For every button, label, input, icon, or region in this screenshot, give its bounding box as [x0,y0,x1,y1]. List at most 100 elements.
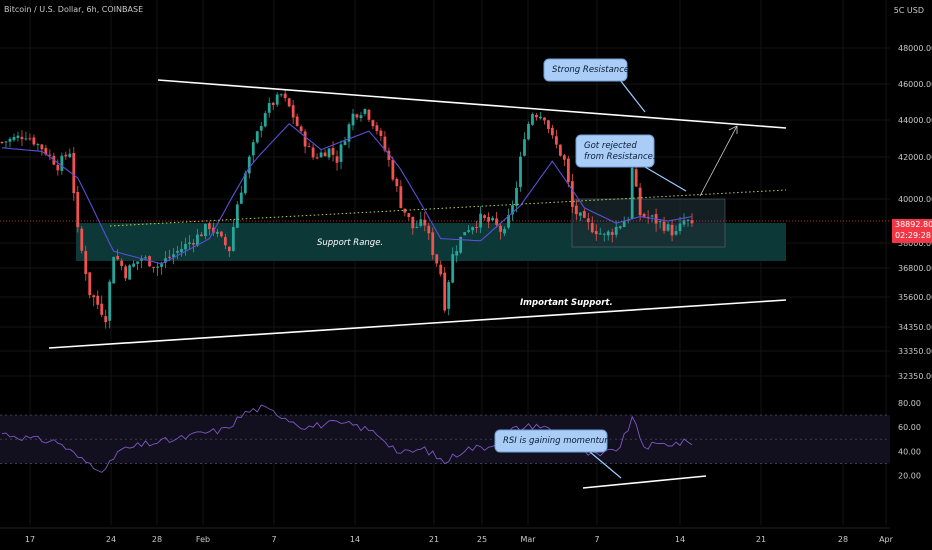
candle [403,208,407,217]
candle [0,141,4,145]
sma-line [1,122,693,265]
candle [367,108,371,123]
candle [184,237,187,256]
candle [259,121,263,138]
candle [515,181,518,213]
candle [32,134,36,147]
rsi-tick-label: 20.00 [898,472,921,481]
candle [307,142,311,148]
candle [551,124,554,139]
time-tick-label: 7 [271,535,276,544]
candle [188,235,191,250]
candle [439,260,443,277]
candle [566,155,570,188]
candle [92,294,96,307]
candle [12,133,16,142]
candle [4,140,8,149]
candle [455,245,459,263]
candle [295,113,299,127]
candle [670,219,674,242]
candle [574,199,578,221]
candle [28,133,32,141]
candle [299,124,303,133]
candle [315,153,319,160]
candle [558,144,562,157]
candle [319,149,323,158]
candle [339,140,343,170]
candle [483,214,487,221]
price-tick-label: 32350.00 [898,372,932,381]
price-tick-label: 42000.00 [898,153,932,162]
candle [379,128,383,142]
svg-text:Got rejected: Got rejected [584,141,637,151]
candle [16,131,20,142]
time-tick-label: 21 [429,535,439,544]
candle [267,97,271,118]
svg-text:RSI is gaining momentum.: RSI is gaining momentum. [503,436,615,446]
candle [100,295,104,318]
candle [499,223,502,240]
time-tick-label: 21 [756,535,766,544]
callout-rsi: RSI is gaining momentum. [494,429,622,479]
candle [355,113,359,120]
candle [283,90,287,102]
candle [108,279,112,329]
candle [96,290,100,310]
candle [68,148,72,159]
currency-label: 5C USD [893,6,924,15]
rsi-panel [0,414,890,464]
time-tick-label: Mar [520,535,536,544]
candle [562,153,566,166]
candle [176,245,179,260]
candle [395,177,399,192]
time-tick-label: Feb [196,535,210,544]
candle [610,228,614,243]
candle [323,149,327,157]
candle [215,229,219,238]
price-tick-label: 36800.00 [898,264,932,273]
candle [598,227,602,235]
candle [112,256,116,284]
candle [578,211,582,222]
rsi-tick-label: 80.00 [898,399,921,408]
candle [60,152,64,175]
candle [164,251,167,269]
candle [204,223,207,240]
candle [235,201,239,229]
candle [48,149,52,161]
price-tick-label: 40000.00 [898,195,932,204]
candle [76,186,80,233]
last-price-label: 38892.80 02:29:28 [892,219,932,243]
candle [427,222,431,240]
candle [399,180,403,209]
candle [120,258,124,271]
candle [475,221,479,233]
candle [618,225,622,230]
candle [104,309,108,329]
candle [690,213,694,227]
candle [8,136,12,148]
candle [275,92,279,107]
trendlines [0,79,890,489]
candle [554,129,558,149]
candle [363,108,367,117]
candle [590,216,594,234]
candle [471,226,475,235]
resistance-trendline [157,79,787,129]
candle [387,147,391,167]
candle [128,264,132,280]
candle [223,233,227,250]
candle [662,216,666,234]
candle [20,130,24,146]
candle [327,147,331,160]
time-tick-label: 25 [477,535,487,544]
last-price-value: 38892.80 [895,220,932,229]
candle [519,151,522,192]
candle [231,219,235,252]
candle [40,143,44,156]
candle [447,279,451,316]
candle [227,246,231,257]
candle [172,248,175,265]
